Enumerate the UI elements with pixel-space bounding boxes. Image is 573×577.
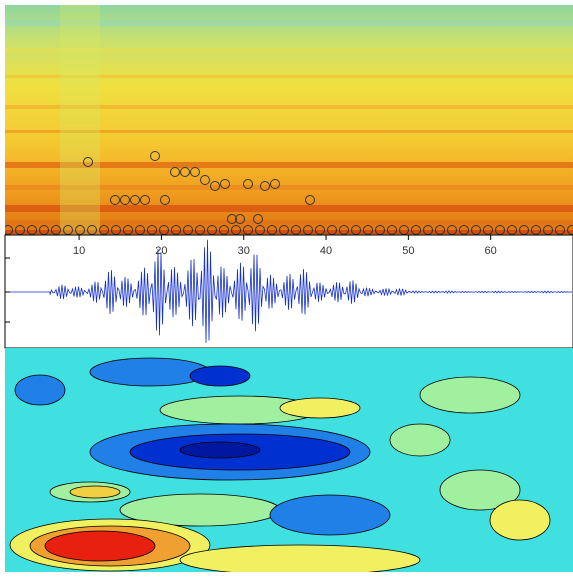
spectrogram	[5, 5, 573, 235]
x-axis: 10 20 30 40 50 60	[73, 235, 497, 257]
x-tick-label: 10	[73, 245, 85, 257]
peak-marker	[110, 195, 120, 205]
contour-region	[269, 494, 391, 536]
peak-marker	[253, 214, 263, 224]
peak-marker	[150, 151, 160, 161]
contour-region	[69, 485, 121, 499]
peak-marker	[243, 179, 253, 189]
spectrogram-streak	[5, 205, 573, 212]
contour-region	[14, 374, 66, 406]
spectrogram-streak	[5, 105, 573, 109]
peak-marker	[190, 167, 200, 177]
x-tick-label: 50	[402, 245, 414, 257]
contour-region	[279, 397, 361, 419]
spectrogram-streak	[5, 75, 573, 78]
peak-marker	[270, 179, 280, 189]
contour-region	[179, 544, 421, 572]
contour-plot	[5, 348, 573, 572]
spectrogram-band	[60, 5, 100, 235]
peak-marker	[260, 181, 270, 191]
spectrogram-streak	[5, 20, 573, 26]
peak-marker	[220, 179, 230, 189]
spectrogram-streak	[5, 48, 573, 52]
contour-region	[439, 469, 521, 511]
contour-region	[419, 376, 521, 414]
waveform-line	[5, 239, 573, 343]
contour-region	[489, 499, 551, 541]
contour-region	[44, 530, 156, 562]
peak-marker	[235, 214, 245, 224]
peak-marker	[160, 195, 170, 205]
spectrogram-streak	[5, 162, 573, 168]
x-tick-label: 30	[238, 245, 250, 257]
contour-region	[189, 365, 251, 387]
spectrogram-bg	[5, 5, 573, 235]
waveform-panel	[4, 234, 573, 349]
contour-region	[179, 441, 261, 459]
peak-marker	[83, 157, 93, 167]
peak-marker	[120, 195, 130, 205]
peak-marker	[130, 195, 140, 205]
peak-marker	[227, 214, 237, 224]
spectrogram-streak	[5, 130, 573, 133]
spectrogram-streak	[5, 220, 573, 225]
contour-region	[389, 423, 451, 457]
x-tick-label: 40	[320, 245, 332, 257]
peak-marker	[170, 167, 180, 177]
peak-marker	[210, 181, 220, 191]
x-tick-label: 20	[155, 245, 167, 257]
peak-marker	[200, 175, 210, 185]
peak-marker	[140, 195, 150, 205]
x-tick-label: 60	[485, 245, 497, 257]
peak-marker	[180, 167, 190, 177]
spectrogram-streak	[5, 185, 573, 190]
spectrogram-streak	[5, 230, 573, 234]
peak-marker	[305, 195, 315, 205]
